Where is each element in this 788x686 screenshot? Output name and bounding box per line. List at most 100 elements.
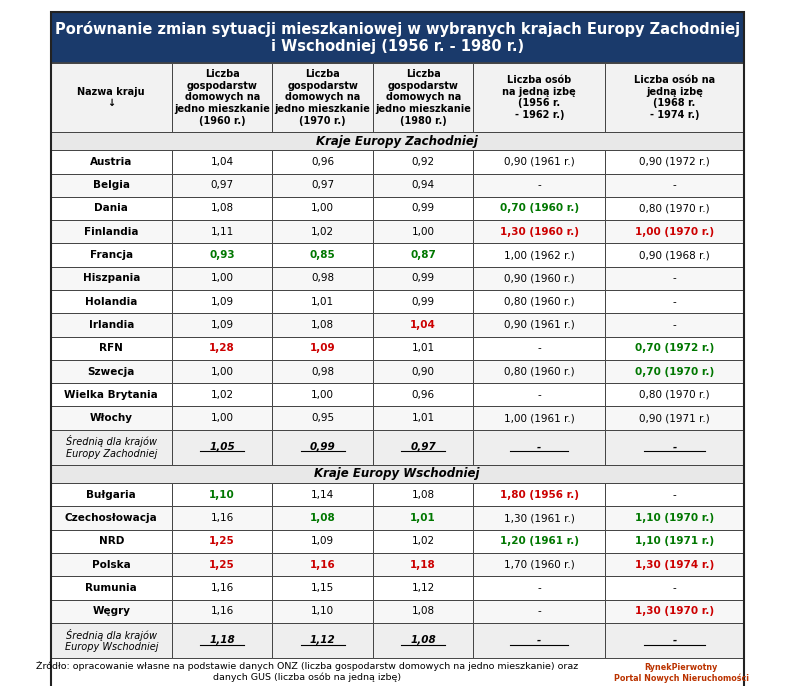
Text: Dania: Dania — [95, 204, 128, 213]
Text: 1,02: 1,02 — [311, 227, 334, 237]
Bar — [172, 244, 273, 267]
Bar — [373, 623, 474, 658]
Bar — [172, 337, 273, 360]
Bar — [474, 360, 605, 383]
Text: 0,98: 0,98 — [311, 366, 334, 377]
Bar — [474, 576, 605, 600]
Text: 0,99: 0,99 — [411, 273, 435, 283]
Bar — [605, 506, 744, 530]
Text: 1,01: 1,01 — [311, 296, 334, 307]
Text: 0,94: 0,94 — [411, 180, 435, 190]
Bar — [373, 553, 474, 576]
Bar — [172, 407, 273, 430]
Text: 0,87: 0,87 — [411, 250, 436, 260]
Text: 0,97: 0,97 — [210, 180, 234, 190]
Text: RynekPierwotny
Portal Nowych Nieruchomości: RynekPierwotny Portal Nowych Nieruchomoś… — [614, 663, 749, 683]
Bar — [273, 197, 373, 220]
Text: 1,16: 1,16 — [310, 560, 336, 569]
Text: 0,99: 0,99 — [411, 296, 435, 307]
Text: 0,92: 0,92 — [411, 157, 435, 167]
Text: Czechosłowacja: Czechosłowacja — [65, 513, 158, 523]
Text: 1,02: 1,02 — [411, 536, 435, 546]
Bar — [50, 267, 172, 290]
Text: Belgia: Belgia — [93, 180, 130, 190]
Bar — [605, 337, 744, 360]
Bar — [605, 407, 744, 430]
Text: Polska: Polska — [92, 560, 131, 569]
Bar — [474, 150, 605, 174]
Text: 1,15: 1,15 — [311, 583, 334, 593]
Bar — [373, 267, 474, 290]
Bar — [605, 150, 744, 174]
Text: 0,97: 0,97 — [411, 442, 436, 452]
Text: 1,10 (1971 r.): 1,10 (1971 r.) — [635, 536, 714, 546]
Text: 1,18: 1,18 — [411, 560, 436, 569]
Text: 0,90 (1961 r.): 0,90 (1961 r.) — [504, 320, 574, 330]
Bar — [373, 150, 474, 174]
Bar — [172, 150, 273, 174]
Text: -: - — [537, 583, 541, 593]
Text: 0,70 (1972 r.): 0,70 (1972 r.) — [635, 343, 714, 353]
Text: 0,96: 0,96 — [311, 157, 334, 167]
Text: Austria: Austria — [90, 157, 132, 167]
Text: 1,00: 1,00 — [311, 390, 334, 400]
Bar — [172, 553, 273, 576]
Bar — [50, 623, 172, 658]
Text: 1,00: 1,00 — [210, 366, 234, 377]
Text: 1,01: 1,01 — [411, 343, 435, 353]
Text: 0,90 (1961 r.): 0,90 (1961 r.) — [504, 157, 574, 167]
Bar — [273, 244, 373, 267]
Bar — [50, 530, 172, 553]
Bar — [172, 506, 273, 530]
Bar — [474, 553, 605, 576]
Bar — [605, 63, 744, 132]
Bar — [605, 383, 744, 407]
Bar — [373, 383, 474, 407]
Text: 0,95: 0,95 — [311, 413, 334, 423]
Bar — [273, 360, 373, 383]
Text: 1,05: 1,05 — [210, 442, 235, 452]
Bar — [474, 337, 605, 360]
Text: -: - — [537, 343, 541, 353]
Bar — [172, 530, 273, 553]
Bar — [474, 483, 605, 506]
Text: 0,90 (1968 r.): 0,90 (1968 r.) — [639, 250, 710, 260]
Text: Irlandia: Irlandia — [88, 320, 134, 330]
Bar — [273, 407, 373, 430]
Text: Węgry: Węgry — [92, 606, 130, 616]
Text: Porównanie zmian sytuacji mieszkaniowej w wybranych krajach Europy Zachodniej
i : Porównanie zmian sytuacji mieszkaniowej … — [54, 21, 740, 54]
Bar — [605, 530, 744, 553]
Bar — [474, 63, 605, 132]
Bar — [373, 244, 474, 267]
Bar — [605, 553, 744, 576]
Text: 1,09: 1,09 — [210, 296, 234, 307]
Bar — [605, 197, 744, 220]
Bar — [373, 483, 474, 506]
Bar — [172, 360, 273, 383]
Bar — [605, 576, 744, 600]
Bar — [50, 174, 172, 197]
Bar — [373, 360, 474, 383]
Text: 1,10: 1,10 — [210, 490, 235, 500]
Bar — [373, 600, 474, 623]
Bar — [474, 623, 605, 658]
Text: 1,00 (1962 r.): 1,00 (1962 r.) — [504, 250, 574, 260]
Bar — [373, 576, 474, 600]
Bar — [273, 600, 373, 623]
Bar — [273, 430, 373, 464]
Text: 1,30 (1970 r.): 1,30 (1970 r.) — [635, 606, 714, 616]
Bar — [273, 623, 373, 658]
Text: Szwecja: Szwecja — [87, 366, 135, 377]
Bar — [373, 430, 474, 464]
Text: 1,80 (1956 r.): 1,80 (1956 r.) — [500, 490, 578, 500]
Text: 1,16: 1,16 — [210, 583, 234, 593]
Text: 1,20 (1961 r.): 1,20 (1961 r.) — [500, 536, 578, 546]
Text: 1,70 (1960 r.): 1,70 (1960 r.) — [504, 560, 574, 569]
Text: 1,01: 1,01 — [411, 513, 436, 523]
Text: 1,08: 1,08 — [411, 606, 435, 616]
Text: Włochy: Włochy — [90, 413, 133, 423]
Text: 0,80 (1960 r.): 0,80 (1960 r.) — [504, 296, 574, 307]
Bar — [605, 430, 744, 464]
Text: -: - — [672, 296, 676, 307]
Text: 1,18: 1,18 — [210, 635, 235, 646]
